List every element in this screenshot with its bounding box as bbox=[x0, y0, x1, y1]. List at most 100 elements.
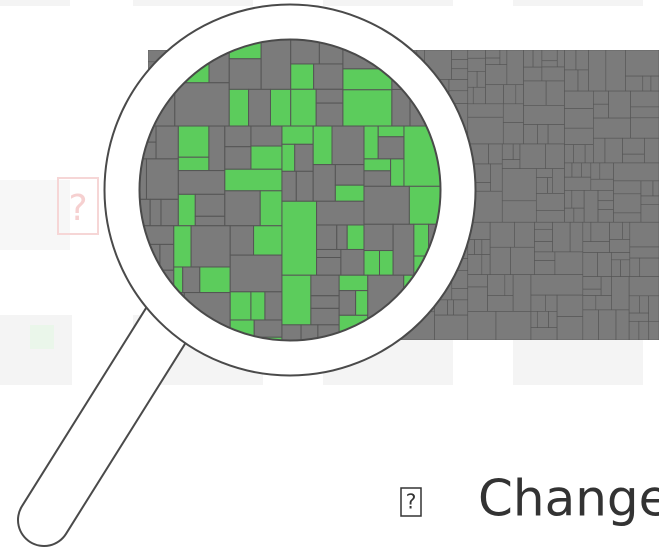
cell bbox=[502, 160, 520, 169]
cell bbox=[502, 201, 536, 222]
cell bbox=[435, 315, 468, 340]
cell bbox=[536, 169, 552, 178]
cell bbox=[254, 320, 282, 337]
cell bbox=[452, 69, 468, 80]
cell bbox=[542, 50, 557, 61]
cell bbox=[468, 255, 482, 275]
cell bbox=[641, 204, 659, 222]
cell bbox=[584, 190, 598, 222]
cell bbox=[524, 105, 565, 124]
cell bbox=[490, 247, 510, 274]
cell bbox=[583, 222, 591, 241]
cell bbox=[513, 144, 520, 160]
cell bbox=[337, 225, 347, 249]
cell bbox=[174, 226, 191, 267]
cell bbox=[486, 65, 507, 85]
cell bbox=[553, 222, 571, 252]
cell bbox=[629, 313, 649, 321]
faint-icon: ? bbox=[68, 188, 87, 229]
cell bbox=[516, 85, 524, 104]
cell bbox=[653, 181, 659, 196]
cell bbox=[570, 222, 583, 252]
cell bbox=[156, 126, 178, 159]
cell bbox=[282, 171, 296, 201]
tile bbox=[133, 0, 253, 6]
cell bbox=[524, 81, 547, 105]
cell bbox=[572, 163, 581, 177]
cell bbox=[616, 310, 629, 340]
cell bbox=[468, 287, 488, 311]
cell bbox=[649, 296, 659, 321]
cell bbox=[265, 292, 282, 320]
cell bbox=[282, 201, 317, 275]
cell bbox=[588, 50, 605, 91]
cell bbox=[229, 89, 248, 126]
cell bbox=[531, 328, 557, 340]
tile bbox=[513, 0, 643, 6]
cell bbox=[225, 169, 282, 191]
cell bbox=[486, 50, 500, 58]
cell bbox=[291, 64, 314, 89]
cell bbox=[583, 242, 610, 253]
cell bbox=[230, 255, 282, 292]
cell bbox=[475, 240, 482, 255]
cell bbox=[314, 64, 343, 89]
cell bbox=[270, 89, 290, 126]
cell bbox=[209, 126, 225, 171]
cell bbox=[364, 224, 393, 250]
cell bbox=[533, 50, 542, 67]
cell bbox=[546, 81, 564, 105]
cell bbox=[335, 165, 364, 186]
cell bbox=[313, 126, 332, 165]
cell bbox=[557, 317, 583, 340]
cell bbox=[317, 225, 337, 249]
cell bbox=[583, 277, 601, 290]
cell bbox=[599, 310, 616, 340]
cell bbox=[311, 296, 339, 309]
cell bbox=[649, 321, 659, 340]
cell bbox=[468, 87, 473, 104]
cell bbox=[282, 144, 295, 171]
cell bbox=[593, 104, 608, 118]
cell bbox=[316, 103, 343, 126]
cell bbox=[536, 210, 564, 222]
cell bbox=[538, 125, 548, 144]
cell bbox=[311, 275, 339, 296]
cell bbox=[565, 128, 594, 144]
cell bbox=[520, 144, 545, 169]
tile bbox=[323, 0, 453, 6]
cell bbox=[178, 194, 195, 225]
cell bbox=[601, 277, 612, 296]
cell bbox=[504, 85, 516, 104]
cell bbox=[477, 71, 485, 87]
cell bbox=[629, 277, 659, 296]
cell bbox=[574, 208, 584, 222]
cell bbox=[251, 292, 265, 320]
cell bbox=[491, 164, 503, 191]
cell bbox=[534, 252, 554, 261]
cell bbox=[468, 50, 486, 58]
cell bbox=[496, 311, 531, 340]
cell bbox=[230, 292, 251, 320]
cell bbox=[291, 89, 316, 126]
cell bbox=[625, 50, 659, 76]
cell bbox=[621, 260, 630, 277]
cell bbox=[565, 177, 591, 190]
cell bbox=[317, 249, 341, 257]
cell bbox=[598, 209, 613, 222]
cell bbox=[557, 50, 564, 67]
cell bbox=[565, 70, 579, 91]
cell bbox=[639, 321, 649, 340]
cell bbox=[335, 185, 364, 201]
cell bbox=[311, 308, 339, 324]
cell bbox=[548, 178, 553, 194]
cell bbox=[578, 70, 588, 91]
cell bbox=[630, 258, 640, 277]
cell bbox=[364, 171, 391, 186]
cell bbox=[557, 295, 583, 316]
cell bbox=[364, 186, 409, 224]
cell bbox=[576, 50, 588, 70]
cell bbox=[614, 213, 641, 222]
cell bbox=[380, 251, 394, 276]
cell bbox=[489, 144, 503, 164]
